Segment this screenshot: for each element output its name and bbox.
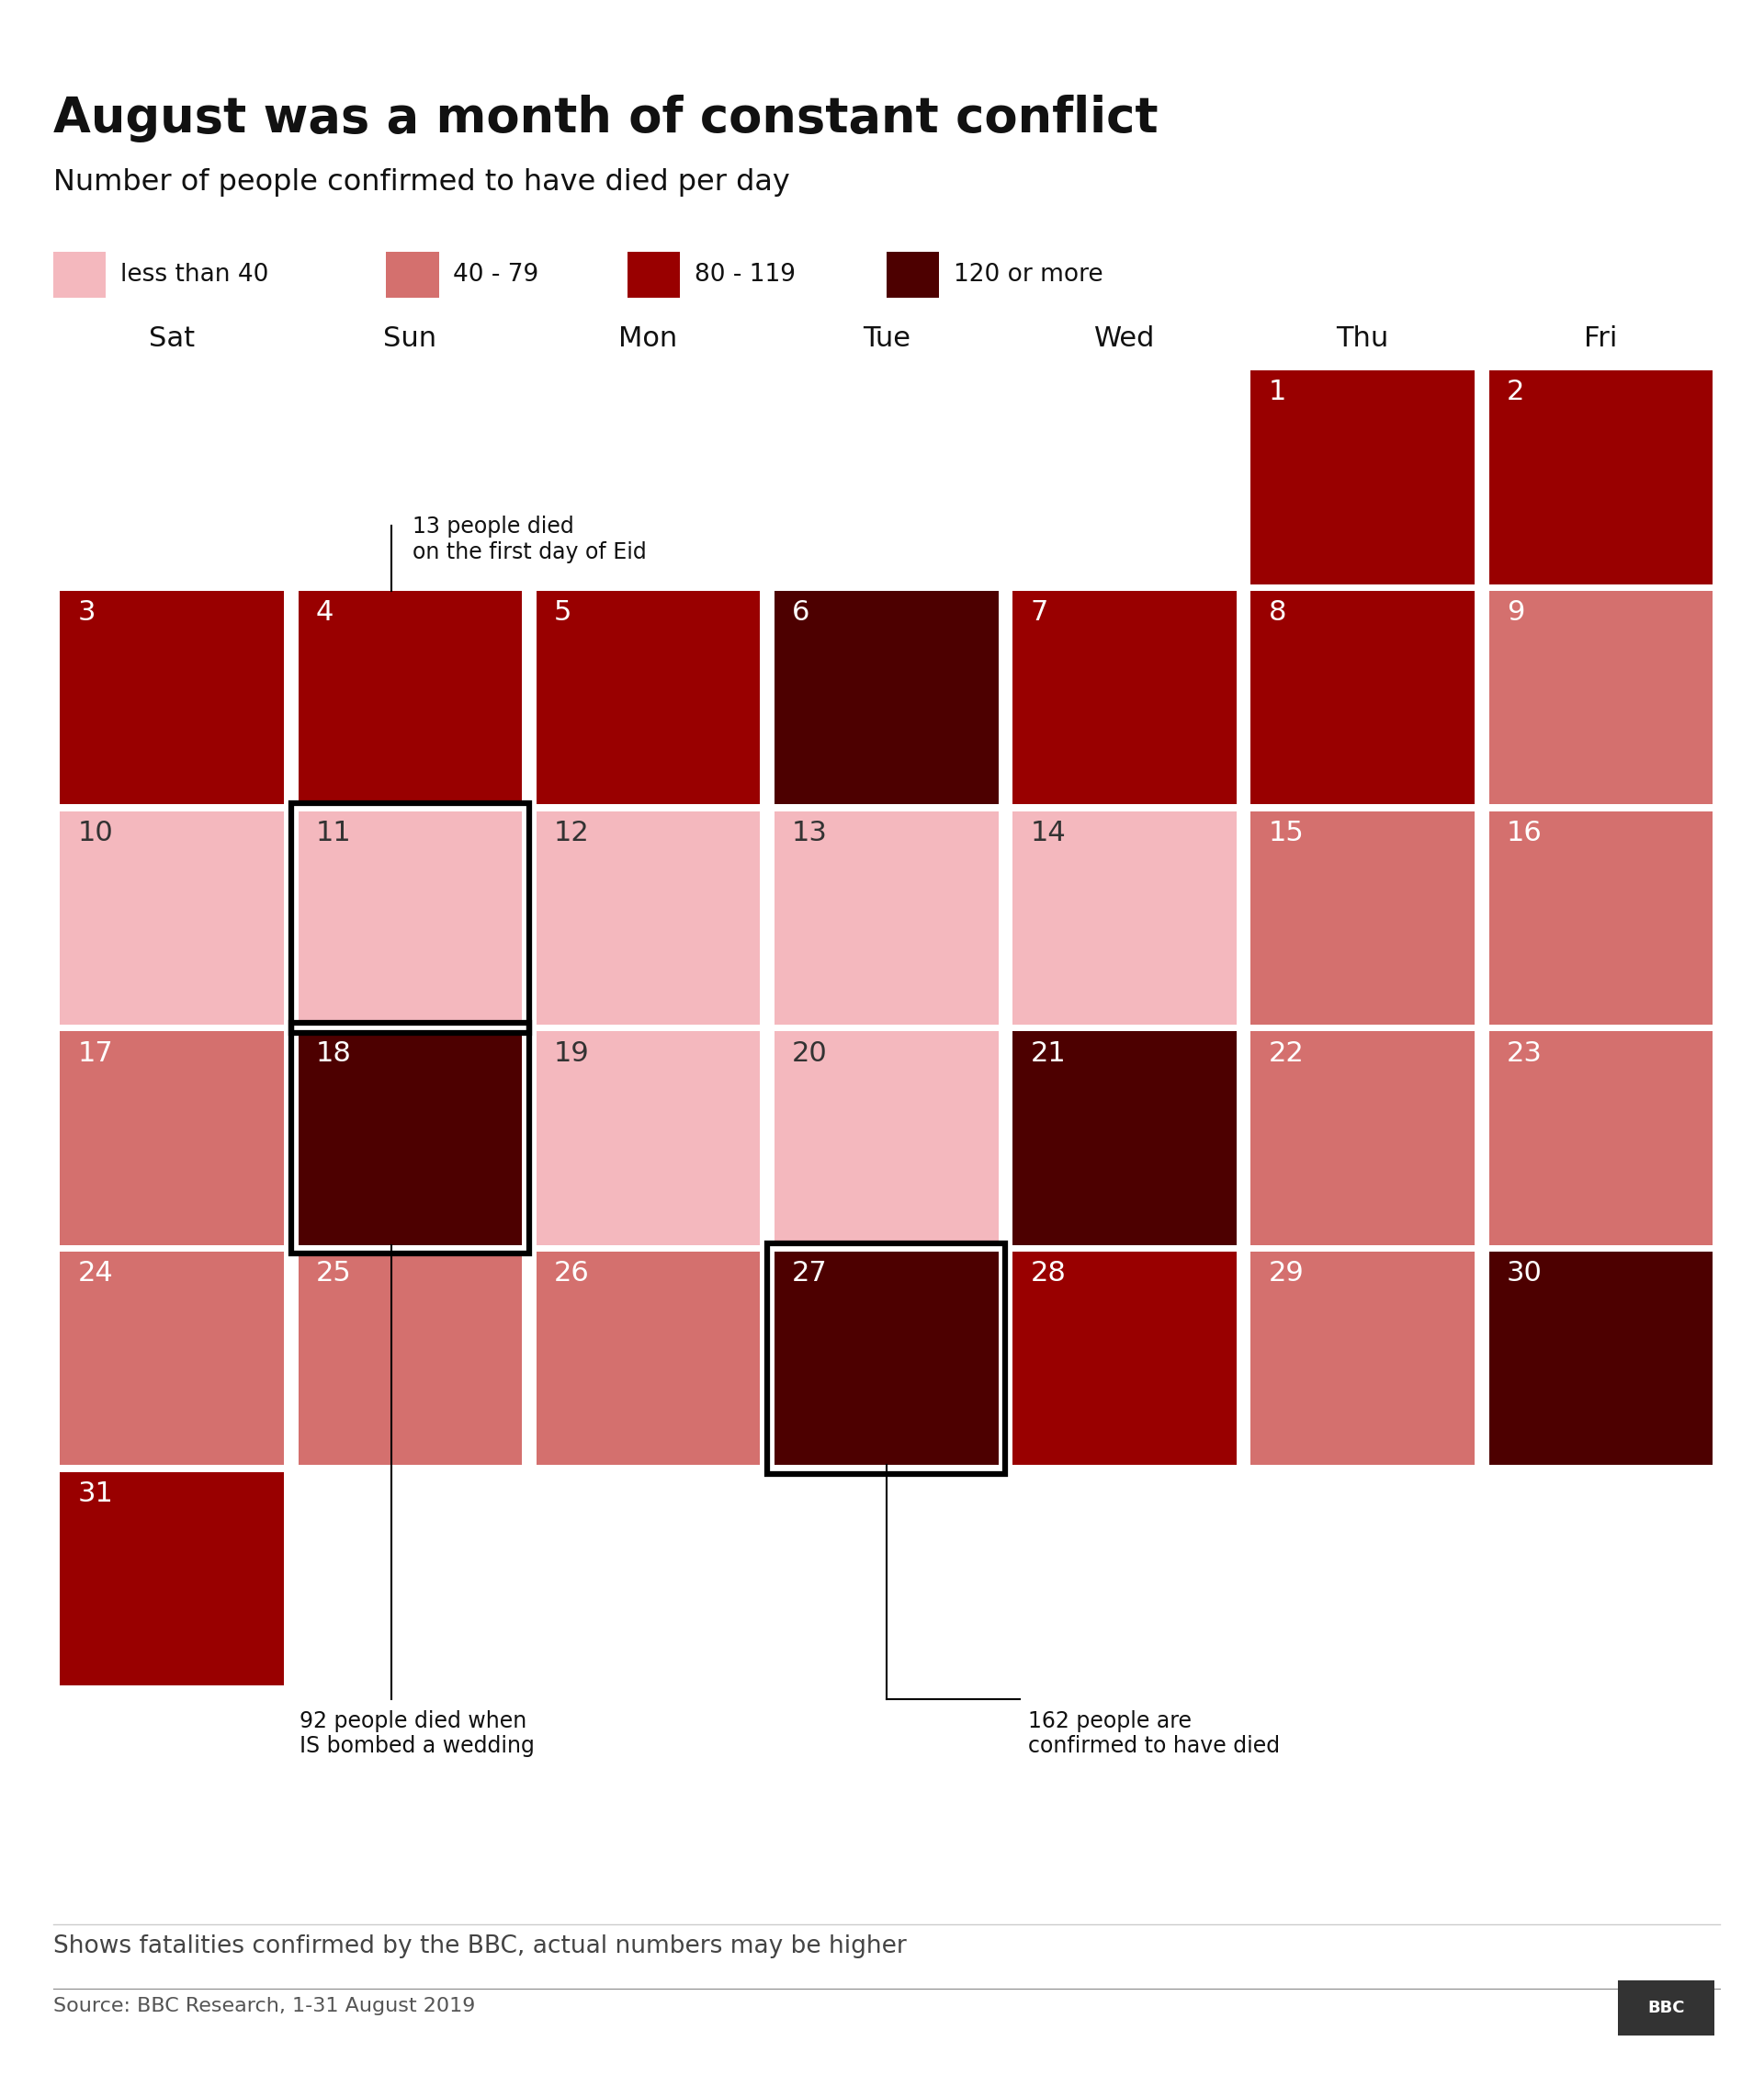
Bar [628,252,681,298]
Text: 8: 8 [1268,600,1286,625]
Text: less than 40: less than 40 [120,262,268,287]
Bar [1251,1032,1475,1244]
Bar [1251,371,1475,583]
Text: 18: 18 [316,1041,351,1066]
Bar [536,592,760,804]
Text: 5: 5 [554,600,572,625]
Bar [1489,592,1713,804]
Text: 30: 30 [1506,1261,1542,1286]
Bar [767,1244,1005,1473]
Bar [1489,812,1713,1024]
Bar [386,252,439,298]
Bar [291,804,529,1032]
Bar [1489,371,1713,583]
Text: 21: 21 [1030,1041,1065,1066]
Text: Tue: Tue [863,325,910,352]
Bar [298,1032,522,1244]
Text: 25: 25 [316,1261,351,1286]
Text: BBC: BBC [1648,1999,1685,2016]
Bar [774,1253,998,1464]
Bar [1251,1253,1475,1464]
Text: Thu: Thu [1337,325,1388,352]
Bar [298,1253,522,1464]
Text: 13: 13 [792,820,827,845]
Bar [1489,1032,1713,1244]
Text: 10: 10 [78,820,113,845]
Bar [536,1032,760,1244]
Bar [1251,812,1475,1024]
Bar [1013,592,1237,804]
Text: 3: 3 [78,600,95,625]
Bar [60,1253,284,1464]
Bar [536,1253,760,1464]
Bar [1489,1253,1713,1464]
Text: 7: 7 [1030,600,1048,625]
Bar [1013,812,1237,1024]
Text: 120 or more: 120 or more [954,262,1102,287]
Bar [60,812,284,1024]
Text: 23: 23 [1506,1041,1542,1066]
Text: 27: 27 [792,1261,827,1286]
Text: Mon: Mon [619,325,677,352]
Text: 40 - 79: 40 - 79 [453,262,540,287]
Text: Fri: Fri [1584,325,1618,352]
Text: 15: 15 [1268,820,1304,845]
Text: 11: 11 [316,820,351,845]
Text: 92 people died when
IS bombed a wedding: 92 people died when IS bombed a wedding [300,1710,534,1758]
Text: 12: 12 [554,820,589,845]
Text: Sat: Sat [148,325,196,352]
Text: 16: 16 [1506,820,1542,845]
Bar [53,252,106,298]
Text: 29: 29 [1268,1261,1304,1286]
Bar [1013,1032,1237,1244]
Text: 31: 31 [78,1481,113,1506]
Bar [60,1032,284,1244]
Text: 2: 2 [1506,380,1524,405]
Bar [774,812,998,1024]
Text: Number of people confirmed to have died per day: Number of people confirmed to have died … [53,168,790,197]
Text: 14: 14 [1030,820,1065,845]
Text: 28: 28 [1030,1261,1065,1286]
Text: Wed: Wed [1094,325,1155,352]
Text: 4: 4 [316,600,333,625]
Bar [298,812,522,1024]
Bar [60,592,284,804]
Text: 80 - 119: 80 - 119 [695,262,796,287]
Text: 162 people are
confirmed to have died: 162 people are confirmed to have died [1028,1710,1281,1758]
Bar [291,1024,529,1253]
Text: 20: 20 [792,1041,827,1066]
Bar [536,812,760,1024]
Text: Source: BBC Research, 1-31 August 2019: Source: BBC Research, 1-31 August 2019 [53,1997,475,2016]
Bar [1013,1253,1237,1464]
Bar [60,1473,284,1685]
Text: Shows fatalities confirmed by the BBC, actual numbers may be higher: Shows fatalities confirmed by the BBC, a… [53,1934,907,1957]
Bar [887,252,940,298]
Bar [298,592,522,804]
Text: August was a month of constant conflict: August was a month of constant conflict [53,94,1157,143]
Text: 9: 9 [1506,600,1524,625]
Text: Sun: Sun [383,325,437,352]
Text: 22: 22 [1268,1041,1304,1066]
Bar [774,1032,998,1244]
Bar [1618,1981,1715,2035]
Text: 17: 17 [78,1041,113,1066]
Text: 1: 1 [1268,380,1286,405]
Bar [1251,592,1475,804]
Text: 6: 6 [792,600,810,625]
Text: 19: 19 [554,1041,589,1066]
Bar [774,592,998,804]
Text: 26: 26 [554,1261,589,1286]
Text: 24: 24 [78,1261,113,1286]
Text: 13 people died
on the first day of Eid: 13 people died on the first day of Eid [413,516,646,562]
